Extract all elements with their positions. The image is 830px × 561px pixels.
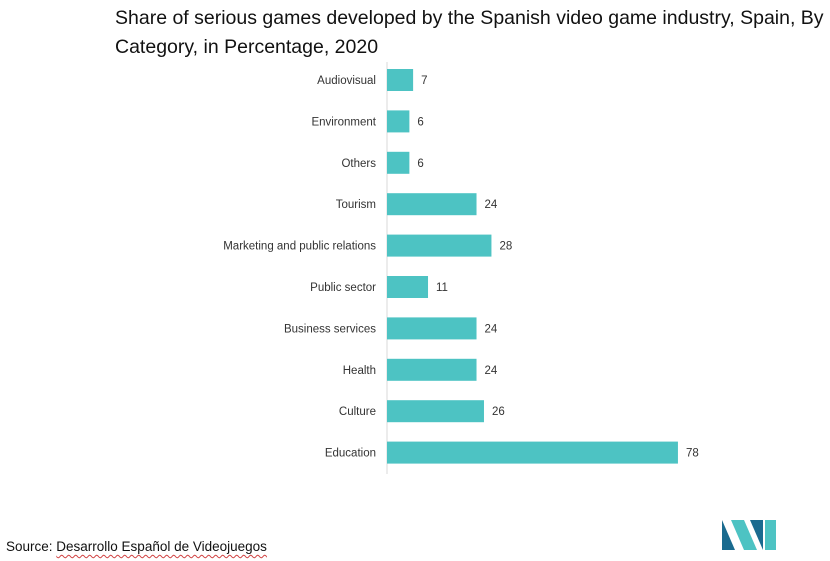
bar xyxy=(387,193,477,216)
mordor-intelligence-logo-icon xyxy=(722,520,776,550)
source-prefix: Source: xyxy=(6,539,57,554)
category-label: Business services xyxy=(284,323,376,335)
category-label: Education xyxy=(325,448,376,460)
bar xyxy=(387,400,484,423)
data-label: 6 xyxy=(417,116,423,128)
category-labels: Audiovisual Environment Others Tourism Marke… xyxy=(223,75,377,460)
category-label: Health xyxy=(343,365,376,377)
data-labels: 7 6 6 24 28 11 24 24 26 78 xyxy=(417,75,698,460)
chart-title: Share of serious games developed by the … xyxy=(115,7,824,58)
data-label: 24 xyxy=(485,365,498,377)
bar xyxy=(387,234,492,257)
bar xyxy=(387,317,477,340)
category-label: Tourism xyxy=(336,199,376,211)
data-label: 28 xyxy=(499,241,512,253)
category-label: Marketing and public relations xyxy=(223,241,376,253)
bar xyxy=(387,69,414,91)
bar xyxy=(387,276,429,298)
data-label: 11 xyxy=(436,282,448,294)
bar xyxy=(387,358,477,381)
category-label: Culture xyxy=(339,406,376,418)
data-label: 6 xyxy=(417,158,423,170)
source-name: Desarrollo Español de Videojuegos xyxy=(56,539,267,554)
bars xyxy=(387,69,678,464)
bar xyxy=(387,110,410,133)
data-label: 24 xyxy=(485,323,498,335)
data-label: 78 xyxy=(686,448,699,460)
data-label: 7 xyxy=(421,75,427,87)
source-note: Source: Desarrollo Español de Videojuego… xyxy=(6,539,267,554)
bar xyxy=(387,441,678,464)
category-label: Others xyxy=(341,158,376,170)
data-label: 24 xyxy=(485,199,498,211)
category-label: Public sector xyxy=(310,282,376,294)
data-label: 26 xyxy=(492,406,505,418)
category-label: Environment xyxy=(311,116,376,128)
bar xyxy=(387,151,410,174)
category-label: Audiovisual xyxy=(317,75,376,87)
